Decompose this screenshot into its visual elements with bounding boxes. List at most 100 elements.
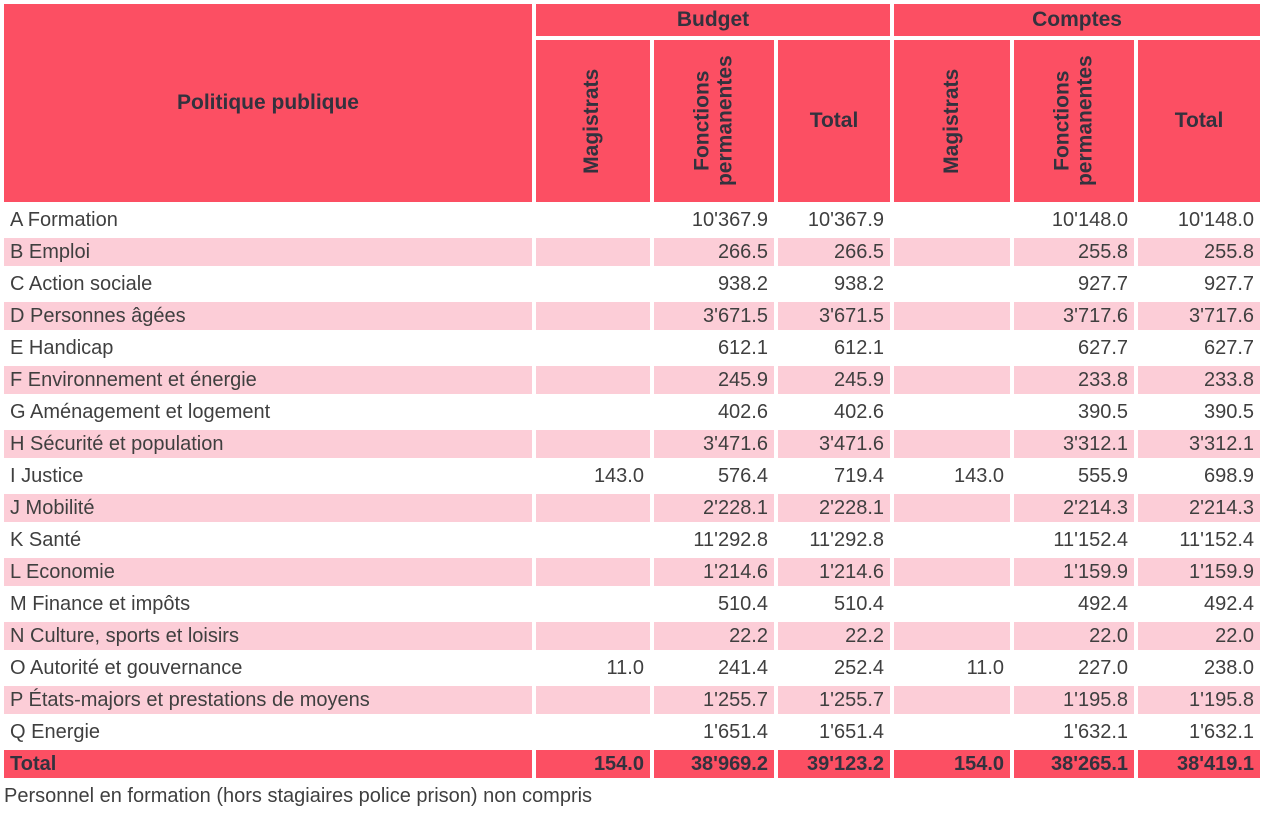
value-cell-comptes-total: 1'632.1: [1138, 718, 1261, 746]
value-cell-comptes-total: 2'214.3: [1138, 494, 1261, 522]
comptes-group-header: Comptes: [894, 4, 1261, 36]
row-label-cell: H Sécurité et population: [4, 430, 532, 458]
table-row: K Santé 11'292.8 11'292.8 11'152.4 11'152.4: [4, 526, 1261, 554]
budget-fonctions-permanentes-label: Fonctions permanentes: [690, 55, 736, 187]
value-cell-budget-magistrats: [536, 558, 650, 586]
value-cell-comptes-magistrats: [894, 590, 1011, 618]
value-cell-budget-total: 266.5: [778, 238, 891, 266]
budget-magistrats-label: Magistrats: [580, 68, 604, 174]
value-cell-comptes-fonctions-permanentes: 233.8: [1014, 366, 1135, 394]
value-cell-comptes-fonctions-permanentes: 1'195.8: [1014, 686, 1135, 714]
value-cell-budget-total: 1'651.4: [778, 718, 891, 746]
value-cell-comptes-total: 10'148.0: [1138, 206, 1261, 234]
budget-total-header: Total: [778, 40, 891, 202]
value-cell-budget-total: 245.9: [778, 366, 891, 394]
value-cell-budget-total: 39'123.2: [778, 750, 891, 778]
value-cell-comptes-total: 11'152.4: [1138, 526, 1261, 554]
value-cell-budget-fonctions-permanentes: 1'651.4: [654, 718, 774, 746]
value-cell-comptes-magistrats: 143.0: [894, 462, 1011, 490]
row-label-cell: I Justice: [4, 462, 532, 490]
value-cell-budget-total: 2'228.1: [778, 494, 891, 522]
value-cell-budget-magistrats: [536, 302, 650, 330]
comptes-total-header: Total: [1138, 40, 1261, 202]
value-cell-budget-magistrats: [536, 398, 650, 426]
value-cell-budget-fonctions-permanentes: 22.2: [654, 622, 774, 650]
table-row: B Emploi 266.5 266.5 255.8 255.8: [4, 238, 1261, 266]
value-cell-budget-fonctions-permanentes: 1'214.6: [654, 558, 774, 586]
value-cell-comptes-magistrats: [894, 494, 1011, 522]
comptes-fonctions-permanentes-header: Fonctions permanentes: [1014, 40, 1135, 202]
value-cell-budget-magistrats: 154.0: [536, 750, 650, 778]
row-label-cell: A Formation: [4, 206, 532, 234]
row-label-cell: K Santé: [4, 526, 532, 554]
table-row: I Justice 143.0 576.4 719.4 143.0 555.9 698.9: [4, 462, 1261, 490]
row-label-cell: Q Energie: [4, 718, 532, 746]
value-cell-comptes-magistrats: [894, 270, 1011, 298]
value-cell-comptes-total: 390.5: [1138, 398, 1261, 426]
value-cell-budget-fonctions-permanentes: 938.2: [654, 270, 774, 298]
value-cell-budget-magistrats: [536, 590, 650, 618]
value-cell-comptes-total: 38'419.1: [1138, 750, 1261, 778]
value-cell-budget-fonctions-permanentes: 2'228.1: [654, 494, 774, 522]
value-cell-budget-magistrats: [536, 430, 650, 458]
value-cell-budget-fonctions-permanentes: 245.9: [654, 366, 774, 394]
row-label-cell: Total: [4, 750, 532, 778]
table-row: J Mobilité 2'228.1 2'228.1 2'214.3 2'214.3: [4, 494, 1261, 522]
value-cell-comptes-magistrats: [894, 718, 1011, 746]
value-cell-comptes-total: 3'312.1: [1138, 430, 1261, 458]
value-cell-budget-total: 22.2: [778, 622, 891, 650]
value-cell-budget-fonctions-permanentes: 10'367.9: [654, 206, 774, 234]
value-cell-comptes-total: 1'195.8: [1138, 686, 1261, 714]
table-row: Q Energie 1'651.4 1'651.4 1'632.1 1'632.1: [4, 718, 1261, 746]
value-cell-comptes-total: 255.8: [1138, 238, 1261, 266]
total-row: Total 154.0 38'969.2 39'123.2 154.0 38'265.1 3…: [4, 750, 1261, 778]
value-cell-comptes-magistrats: 11.0: [894, 654, 1011, 682]
value-cell-comptes-fonctions-permanentes: 1'159.9: [1014, 558, 1135, 586]
comptes-fonctions-permanentes-label: Fonctions permanentes: [1050, 55, 1097, 187]
table-row: A Formation 10'367.9 10'367.9 10'148.0 10'14…: [4, 206, 1261, 234]
value-cell-comptes-fonctions-permanentes: 390.5: [1014, 398, 1135, 426]
budget-fonctions-permanentes-header: Fonctions permanentes: [654, 40, 774, 202]
sub-header-row: Magistrats Fonctions permanentes Total M…: [4, 40, 1261, 202]
value-cell-budget-fonctions-permanentes: 576.4: [654, 462, 774, 490]
table-row: G Aménagement et logement 402.6 402.6 390.5…: [4, 398, 1261, 426]
value-cell-budget-fonctions-permanentes: 402.6: [654, 398, 774, 426]
value-cell-budget-total: 10'367.9: [778, 206, 891, 234]
value-cell-comptes-fonctions-permanentes: 555.9: [1014, 462, 1135, 490]
value-cell-comptes-magistrats: [894, 206, 1011, 234]
value-cell-budget-fonctions-permanentes: 241.4: [654, 654, 774, 682]
value-cell-comptes-magistrats: [894, 302, 1011, 330]
value-cell-budget-total: 938.2: [778, 270, 891, 298]
value-cell-comptes-fonctions-permanentes: 627.7: [1014, 334, 1135, 362]
value-cell-budget-total: 510.4: [778, 590, 891, 618]
row-label-cell: F Environnement et énergie: [4, 366, 532, 394]
value-cell-budget-magistrats: 143.0: [536, 462, 650, 490]
value-cell-budget-magistrats: [536, 238, 650, 266]
value-cell-budget-total: 3'671.5: [778, 302, 891, 330]
value-cell-budget-fonctions-permanentes: 3'671.5: [654, 302, 774, 330]
value-cell-comptes-fonctions-permanentes: 22.0: [1014, 622, 1135, 650]
table-row: O Autorité et gouvernance 11.0 241.4 252.4 1…: [4, 654, 1261, 682]
value-cell-comptes-fonctions-permanentes: 38'265.1: [1014, 750, 1135, 778]
value-cell-comptes-magistrats: 154.0: [894, 750, 1011, 778]
row-label-cell: J Mobilité: [4, 494, 532, 522]
table-row: M Finance et impôts 510.4 510.4 492.4 492.4: [4, 590, 1261, 618]
comptes-magistrats-label: Magistrats: [939, 68, 963, 174]
value-cell-budget-magistrats: [536, 526, 650, 554]
value-cell-budget-fonctions-permanentes: 510.4: [654, 590, 774, 618]
value-cell-comptes-total: 698.9: [1138, 462, 1261, 490]
politique-publique-header: Politique publique: [4, 4, 532, 202]
value-cell-comptes-fonctions-permanentes: 10'148.0: [1014, 206, 1135, 234]
value-cell-comptes-total: 492.4: [1138, 590, 1261, 618]
row-label-cell: G Aménagement et logement: [4, 398, 532, 426]
value-cell-budget-fonctions-permanentes: 38'969.2: [654, 750, 774, 778]
value-cell-budget-fonctions-permanentes: 612.1: [654, 334, 774, 362]
value-cell-comptes-fonctions-permanentes: 11'152.4: [1014, 526, 1135, 554]
row-label-cell: E Handicap: [4, 334, 532, 362]
value-cell-budget-total: 402.6: [778, 398, 891, 426]
row-label-cell: O Autorité et gouvernance: [4, 654, 532, 682]
value-cell-budget-magistrats: [536, 334, 650, 362]
table-row: D Personnes âgées 3'671.5 3'671.5 3'717.6 3'…: [4, 302, 1261, 330]
value-cell-budget-magistrats: [536, 686, 650, 714]
value-cell-budget-total: 1'255.7: [778, 686, 891, 714]
